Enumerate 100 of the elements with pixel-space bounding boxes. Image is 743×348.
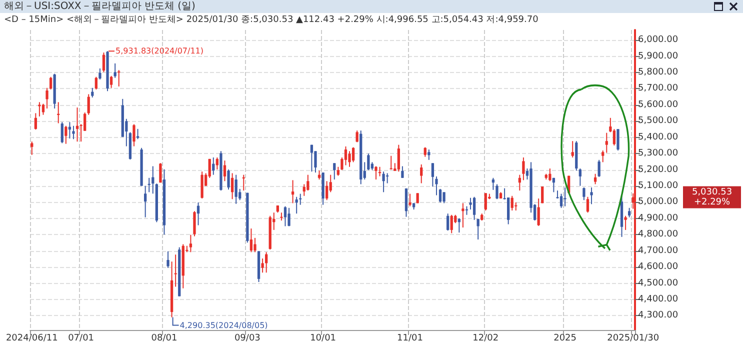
y-tick-label: 5,700.00 (638, 84, 678, 94)
candlestick (94, 76, 98, 90)
candlestick (484, 192, 487, 211)
candlestick (60, 122, 64, 144)
x-tick-label: 07/01 (68, 334, 94, 344)
candlestick (212, 156, 215, 176)
candlestick (510, 195, 514, 211)
chart-title: 해외－USI:SOXX－필라델피아 반도체 (일) (3, 1, 196, 12)
candlestick (114, 62, 116, 78)
y-tick-label: 5,000.00 (638, 197, 678, 208)
candlestick (265, 252, 268, 274)
candlestick (261, 258, 264, 274)
candlestick (98, 68, 102, 80)
candlestick (612, 128, 616, 146)
x-tick-label: 08/01 (151, 334, 178, 344)
text: 5,030.53 (692, 187, 732, 198)
candlestick (356, 130, 358, 143)
candlestick (492, 177, 495, 190)
candlestick (242, 174, 245, 192)
candlestick (462, 202, 464, 228)
candlestick (496, 184, 498, 200)
candlestick (438, 188, 442, 204)
y-tick-label: 5,500.00 (638, 116, 678, 126)
candlestick (136, 128, 140, 140)
candlestick (291, 180, 294, 204)
candlestick (578, 168, 582, 186)
candlestick (386, 172, 389, 184)
candlestick (344, 146, 348, 166)
candlestick (450, 214, 453, 234)
candlestick (420, 164, 423, 184)
candlestick (166, 250, 170, 268)
candlestick (223, 160, 226, 182)
candlestick (476, 218, 480, 240)
candlestick (333, 162, 336, 180)
y-tick-label: 4,500.00 (638, 278, 678, 288)
y-tick-label: 4,400.00 (638, 294, 678, 305)
candlestick (216, 156, 218, 170)
y-tick-label: 5,300.00 (638, 148, 678, 159)
candlestick (537, 198, 540, 226)
candlestick (624, 215, 627, 230)
candlestick (152, 166, 154, 194)
candlestick (374, 166, 378, 180)
candlestick (605, 132, 608, 154)
candlestick (144, 185, 147, 218)
candlestick (174, 254, 177, 288)
y-tick-label: 4,700.00 (638, 246, 678, 256)
candlestick (446, 213, 450, 232)
candlestick (193, 210, 196, 237)
candlestick (118, 70, 120, 87)
y-tick-label: 4,300.00 (638, 310, 678, 321)
candlestick (598, 159, 600, 178)
candlestick (616, 128, 620, 151)
candlestick (91, 87, 94, 98)
candlestick (404, 188, 408, 218)
candlestick (102, 52, 106, 73)
candlestick (326, 180, 328, 201)
candlestick (548, 168, 552, 182)
candlestick (431, 162, 434, 187)
x-tick-label: 11/01 (397, 334, 423, 344)
candlestick (602, 150, 604, 163)
candlestick (397, 144, 400, 172)
y-tick-label: 4,900.00 (638, 213, 678, 224)
candlestick (401, 166, 404, 178)
candlestick (159, 162, 162, 184)
y-tick-label: 6,000.00 (638, 35, 678, 46)
candlestick (408, 193, 412, 207)
candlestick (594, 173, 597, 185)
candlestick (472, 196, 476, 220)
candlestick (310, 144, 314, 172)
candlestick (34, 112, 37, 130)
x-tick-label: 2025 (554, 334, 576, 344)
candlestick (560, 193, 563, 208)
x-tick-label: 2024/06/11 (6, 334, 58, 344)
y-tick-label: 4,600.00 (638, 262, 678, 272)
candlestick (564, 186, 566, 207)
candlestick (64, 125, 68, 144)
candlestick (132, 124, 136, 147)
candlestick (302, 184, 306, 196)
y-tick-label: 5,600.00 (638, 100, 678, 110)
y-tick-label: 5,100.00 (638, 181, 678, 191)
text: +2.29% (694, 197, 731, 208)
candlestick (424, 146, 426, 158)
candlestick (87, 94, 90, 116)
candlestick (522, 156, 525, 181)
candlestick (46, 87, 48, 109)
candlestick (227, 168, 230, 190)
candlestick (189, 234, 192, 253)
x-tick-label: 09/03 (234, 334, 260, 344)
candlestick (306, 174, 310, 192)
y-tick-label: 5,900.00 (638, 51, 678, 62)
candlestick (295, 196, 298, 214)
candlestick (30, 141, 34, 156)
x-tick-label: 12/02 (472, 334, 499, 344)
y-tick-label: 4,800.00 (638, 230, 678, 240)
candlestick (348, 150, 351, 168)
candlestick (72, 125, 75, 140)
x-tick-label: 2025/01/30 (607, 334, 660, 344)
candlestick (590, 186, 593, 205)
candlestick (367, 153, 370, 171)
chart-subtitle: <D – 15Min> <해외－필라델피아 반도체> 2025/01/30 종:5,030.53 ▲112.43 +2.29% 시:4,996.55 고:5,054.43 저:4,959.70 (4, 14, 538, 26)
